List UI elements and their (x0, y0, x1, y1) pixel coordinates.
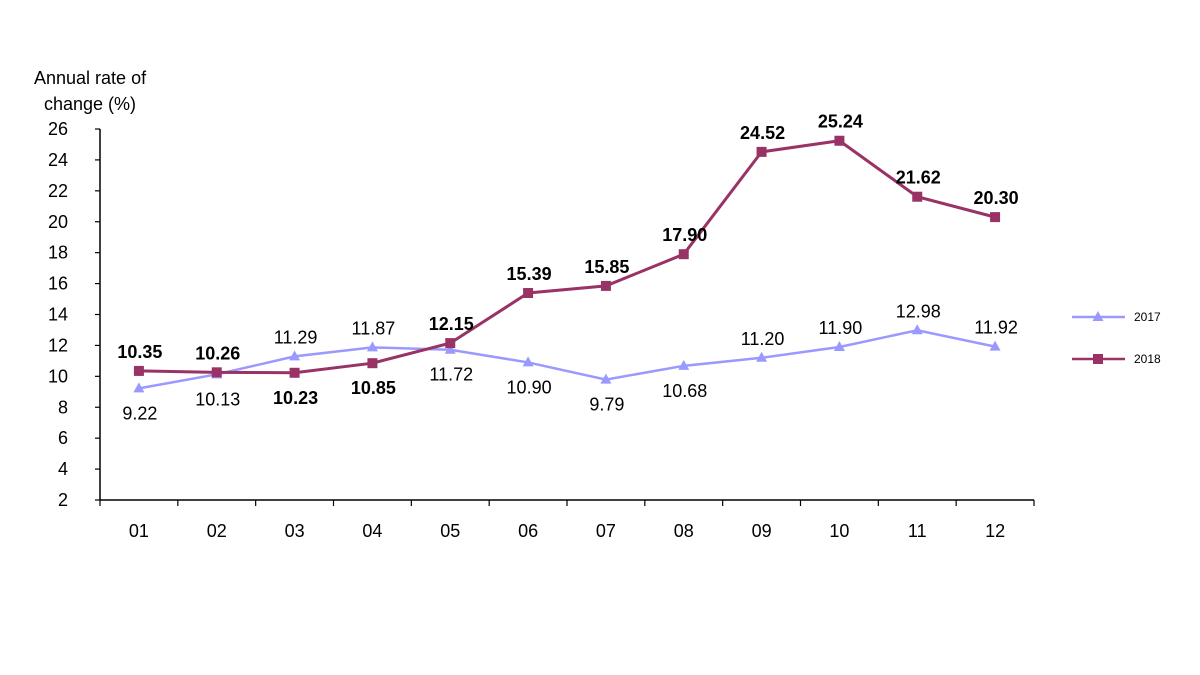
data-label-2018: 25.24 (818, 112, 863, 132)
series-line-2017 (138, 328, 996, 390)
data-label-2018: 12.15 (429, 314, 474, 334)
y-tick-label: 10 (48, 366, 68, 386)
series-point-2017 (833, 340, 845, 351)
x-tick-label: 03 (285, 521, 305, 541)
series-point-2017 (989, 340, 1001, 351)
x-tick-label: 07 (596, 521, 616, 541)
y-tick-label: 22 (48, 181, 68, 201)
data-label-2018: 10.85 (351, 378, 396, 398)
x-tick-label: 11 (908, 521, 927, 541)
series-point-2018 (211, 367, 222, 378)
data-label-2018: 10.35 (117, 342, 162, 362)
data-label-2017: 10.68 (662, 381, 707, 401)
series-point-2017 (366, 341, 378, 352)
x-tick-label: 12 (985, 521, 1005, 541)
series-point-2017 (678, 359, 690, 370)
y-tick-label: 16 (48, 274, 68, 294)
x-tick-label: 09 (752, 521, 772, 541)
data-label-2018: 15.85 (584, 257, 629, 277)
x-tick-label: 05 (440, 521, 460, 541)
series-point-2018 (445, 338, 456, 349)
series-point-2018 (523, 288, 534, 299)
y-tick-label: 12 (48, 335, 68, 355)
series-point-2018 (133, 365, 144, 376)
series-point-2018 (1093, 354, 1103, 364)
series-point-2017 (600, 373, 612, 384)
y-axis-label-line-2: change (%) (44, 94, 136, 114)
series-point-2017 (756, 351, 768, 362)
data-label-2017: 11.87 (352, 318, 396, 338)
x-tick-label: 06 (518, 521, 538, 541)
y-tick-label: 18 (48, 243, 68, 263)
data-label-2017: 11.29 (274, 327, 318, 347)
series-point-2018 (756, 146, 767, 157)
data-label-2017: 10.13 (195, 389, 240, 409)
series-point-2017 (1092, 311, 1104, 321)
legend-label-2018: 2018 (1134, 352, 1161, 366)
data-label-2018: 10.23 (273, 388, 318, 408)
x-tick-label: 01 (129, 521, 149, 541)
y-tick-label: 20 (48, 212, 68, 232)
series-point-2017 (911, 324, 923, 335)
series-point-2018 (912, 191, 923, 202)
x-tick-label: 02 (207, 521, 227, 541)
y-tick-label: 2 (58, 490, 68, 510)
series-point-2017 (522, 356, 534, 367)
series-point-2018 (289, 367, 300, 378)
legend: 2017 2018 (1072, 310, 1161, 366)
series-point-2017 (289, 350, 301, 361)
y-tick-label: 8 (58, 397, 68, 417)
data-label-2017: 11.92 (974, 318, 1018, 338)
series-line-2018 (138, 139, 996, 375)
y-tick-label: 6 (58, 428, 68, 448)
data-labels: 9.22 10.13 11.29 11.87 11.72 10.90 9.79 10.68 11… (117, 112, 1018, 424)
data-label-2018: 10.26 (195, 343, 240, 363)
data-label-2018: 20.30 (974, 188, 1019, 208)
series-point-2018 (367, 358, 378, 369)
series-layer (133, 135, 1001, 393)
legend-label-2017: 2017 (1134, 310, 1161, 324)
series-point-2017 (444, 343, 456, 354)
data-label-2017: 9.22 (122, 403, 157, 423)
data-label-2018: 21.62 (896, 168, 941, 188)
x-tick-label: 10 (829, 521, 849, 541)
y-tick-label: 26 (48, 119, 68, 139)
data-label-2018: 24.52 (740, 123, 785, 143)
data-label-2018: 17.90 (662, 225, 707, 245)
data-label-2017: 10.90 (507, 377, 552, 397)
x-tick-label: 08 (674, 521, 694, 541)
series-point-2017 (133, 382, 145, 393)
series-point-2018 (990, 212, 1001, 223)
series-point-2018 (600, 280, 611, 291)
data-label-2017: 11.90 (819, 318, 863, 338)
data-label-2017: 11.72 (429, 365, 473, 385)
y-axis-label-line-1: Annual rate of (34, 68, 147, 88)
data-label-2017: 9.79 (589, 395, 624, 415)
data-label-2017: 12.98 (896, 301, 941, 321)
x-tick-label: 04 (362, 521, 382, 541)
series-point-2018 (678, 249, 689, 260)
y-tick-label: 4 (58, 459, 68, 479)
data-label-2017: 11.20 (741, 329, 785, 349)
y-tick-label: 24 (48, 150, 68, 170)
series-point-2018 (834, 135, 845, 146)
data-label-2018: 15.39 (507, 264, 552, 284)
y-tick-label: 14 (48, 305, 68, 325)
